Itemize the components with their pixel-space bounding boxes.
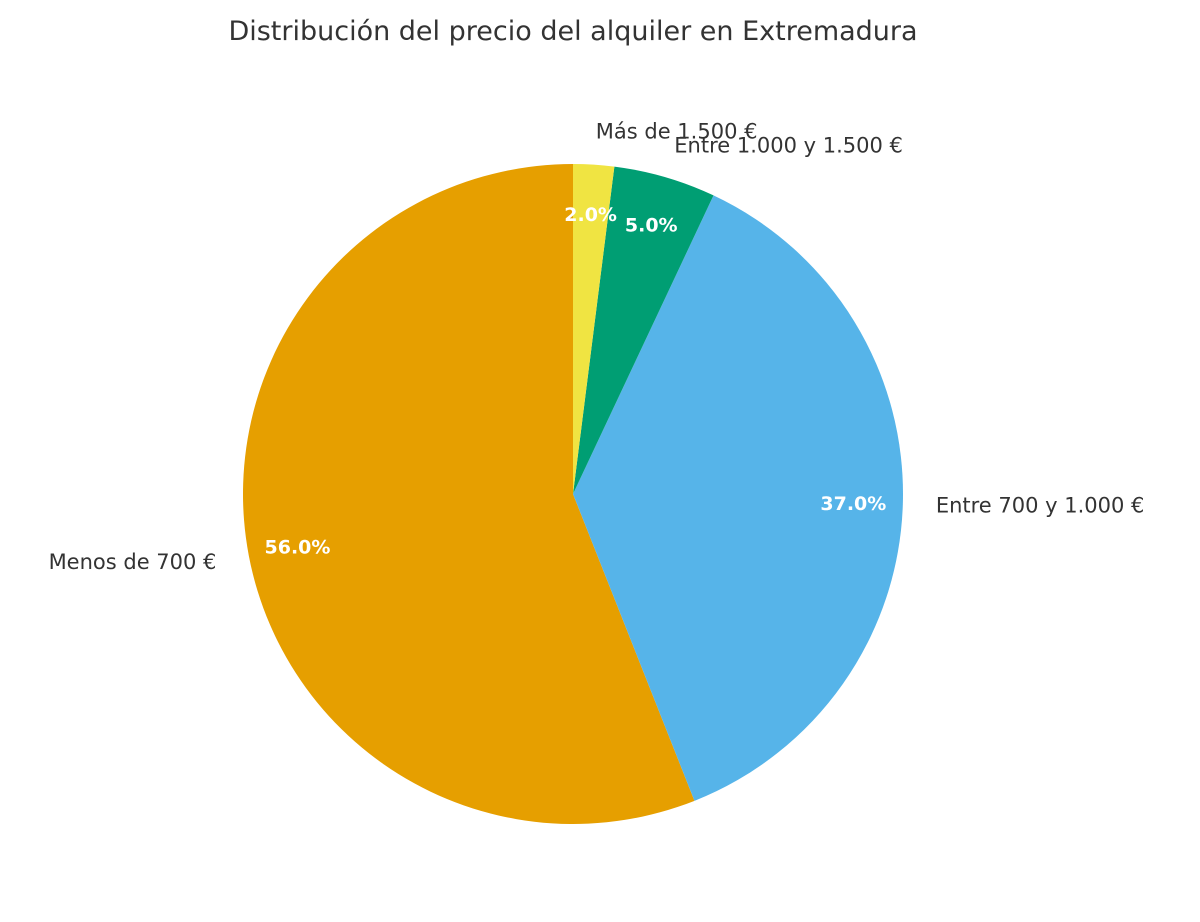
slice-percent-label: 37.0% <box>820 493 886 515</box>
slice-category-label: Menos de 700 € <box>49 550 217 574</box>
slice-percent-label: 2.0% <box>564 204 617 226</box>
slice-percent-label: 56.0% <box>265 537 331 559</box>
slice-category-label: Entre 1.000 y 1.500 € <box>674 133 903 157</box>
pie-labels: 56.0% Menos de 700 € 37.0% Entre 700 y 1.00… <box>49 120 1145 574</box>
slice-category-label: Entre 700 y 1.000 € <box>936 493 1145 517</box>
pie-slice <box>573 166 714 494</box>
pie-slice <box>573 164 615 494</box>
pie-slice <box>573 195 904 801</box>
slice-category-label: Más de 1.500 € <box>596 120 758 144</box>
pie-slice <box>243 164 695 824</box>
pie-slices <box>243 164 904 824</box>
slice-percent-label: 5.0% <box>625 215 678 237</box>
chart-title: Distribución del precio del alquiler en … <box>228 16 917 47</box>
